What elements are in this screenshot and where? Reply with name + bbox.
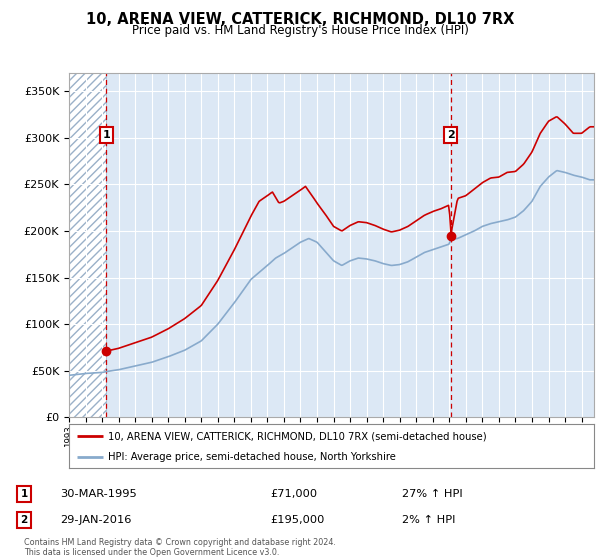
Text: 30-MAR-1995: 30-MAR-1995	[60, 489, 137, 499]
Text: 27% ↑ HPI: 27% ↑ HPI	[402, 489, 463, 499]
Text: £195,000: £195,000	[270, 515, 325, 525]
Text: 1: 1	[103, 130, 110, 140]
Text: 10, ARENA VIEW, CATTERICK, RICHMOND, DL10 7RX: 10, ARENA VIEW, CATTERICK, RICHMOND, DL1…	[86, 12, 514, 27]
Text: Price paid vs. HM Land Registry's House Price Index (HPI): Price paid vs. HM Land Registry's House …	[131, 24, 469, 36]
Text: Contains HM Land Registry data © Crown copyright and database right 2024.
This d: Contains HM Land Registry data © Crown c…	[24, 538, 336, 557]
Text: HPI: Average price, semi-detached house, North Yorkshire: HPI: Average price, semi-detached house,…	[109, 452, 396, 462]
Text: 29-JAN-2016: 29-JAN-2016	[60, 515, 131, 525]
Text: 1: 1	[20, 489, 28, 499]
Bar	[69, 73, 106, 417]
Text: 2: 2	[447, 130, 455, 140]
Text: £71,000: £71,000	[270, 489, 317, 499]
Text: 2: 2	[20, 515, 28, 525]
Text: 2% ↑ HPI: 2% ↑ HPI	[402, 515, 455, 525]
Text: 10, ARENA VIEW, CATTERICK, RICHMOND, DL10 7RX (semi-detached house): 10, ARENA VIEW, CATTERICK, RICHMOND, DL1…	[109, 431, 487, 441]
